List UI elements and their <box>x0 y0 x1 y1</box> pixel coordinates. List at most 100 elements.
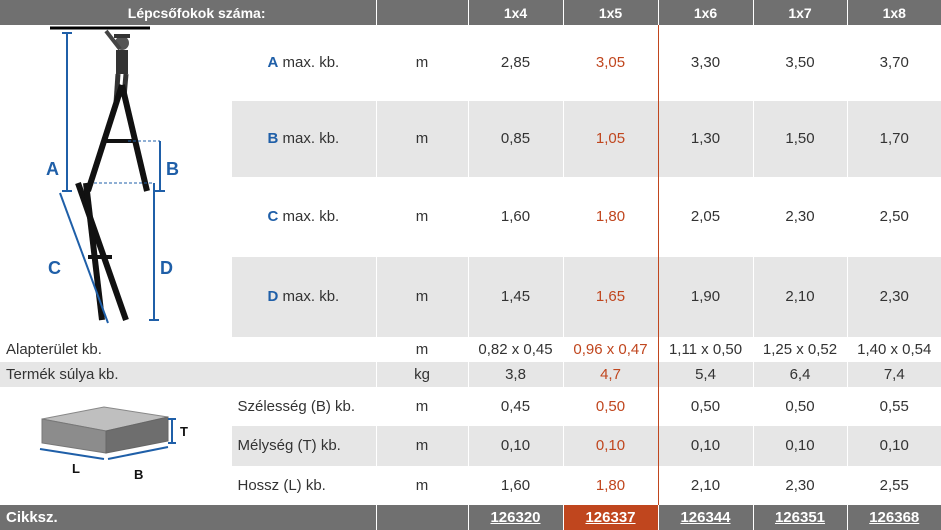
unit-cell: m <box>376 465 469 505</box>
value-cell: 4,7 <box>562 362 659 387</box>
table-row: B max. kb. m 0,85 1,05 1,30 1,50 1,70 <box>0 100 941 177</box>
value-cell: 2,30 <box>753 176 848 257</box>
header-row: Lépcsőfokok száma: 1x4 1x5 1x6 1x7 1x8 <box>0 0 941 25</box>
unit-cell: m <box>376 426 469 466</box>
value-cell: 6,4 <box>753 362 848 387</box>
header-col: 1x4 <box>468 0 564 25</box>
footer-row: Cikksz. 126320 126337 126344 126351 1263… <box>0 505 941 530</box>
unit-cell: kg <box>376 362 469 387</box>
value-cell: 1,60 <box>468 465 564 505</box>
article-link[interactable]: 126337 <box>563 505 659 530</box>
row-label-c: C max. kb. <box>231 176 377 257</box>
value-cell: 1,50 <box>753 100 848 177</box>
header-col: 1x5 <box>563 0 659 25</box>
value-cell: 2,30 <box>847 256 941 337</box>
weight-label: Termék súlya kb. <box>0 362 377 387</box>
unit-cell: m <box>376 100 469 177</box>
table-row: Termék súlya kb. kg 3,8 4,7 5,4 6,4 7,4 <box>0 362 941 387</box>
value-cell: 0,45 <box>468 387 564 427</box>
table-row: A B C D A max. kb. m 2,85 <box>0 25 941 337</box>
row-label-a: A max. kb. <box>231 25 377 101</box>
value-cell: 1,80 <box>562 465 659 505</box>
dim-b2-label: B <box>134 467 143 482</box>
article-number-label: Cikksz. <box>0 505 377 530</box>
value-cell: 0,50 <box>562 387 659 427</box>
header-title: Lépcsőfokok száma: <box>0 0 377 25</box>
value-cell: 1,45 <box>468 256 564 337</box>
value-cell: 0,10 <box>847 426 941 466</box>
value-cell: 2,50 <box>847 176 941 257</box>
dim-d-label: D <box>160 258 173 278</box>
value-cell: 3,70 <box>847 25 941 101</box>
value-cell: 2,55 <box>847 465 941 505</box>
value-cell: 0,50 <box>753 387 848 427</box>
value-cell: 3,8 <box>468 362 564 387</box>
value-cell: 2,85 <box>468 25 564 101</box>
value-cell: 1,80 <box>562 176 659 257</box>
table-row: Hossz (L) kb. m 1,60 1,80 2,10 2,30 2,55 <box>0 465 941 505</box>
article-link[interactable]: 126320 <box>468 505 564 530</box>
dim-l-label: L <box>72 461 80 476</box>
dim-a-label: A <box>46 159 59 179</box>
header-col: 1x6 <box>658 0 754 25</box>
package-width-label: Szélesség (B) kb. <box>231 387 377 427</box>
dim-t-label: T <box>180 424 188 439</box>
table-row: D max. kb. m 1,45 1,65 1,90 2,10 2,30 <box>0 256 941 337</box>
header-col: 1x7 <box>753 0 848 25</box>
footprint-label: Alapterület kb. <box>0 337 377 362</box>
value-cell: 2,05 <box>658 176 754 257</box>
unit-cell: m <box>376 25 469 101</box>
value-cell: 0,10 <box>658 426 754 466</box>
value-cell: 0,50 <box>658 387 754 427</box>
footer-unit-cell <box>376 505 469 530</box>
value-cell: 3,30 <box>658 25 754 101</box>
value-cell: 1,25 x 0,52 <box>753 337 848 362</box>
package-illustration: T L B <box>39 406 188 482</box>
value-cell: 0,10 <box>753 426 848 466</box>
ladder-illustration: A B C D <box>46 26 179 324</box>
value-cell: 0,82 x 0,45 <box>468 337 564 362</box>
value-cell: 0,85 <box>468 100 564 177</box>
value-cell: 2,10 <box>753 256 848 337</box>
article-link[interactable]: 126351 <box>753 505 848 530</box>
unit-cell: m <box>376 256 469 337</box>
ladder-diagram: A B C D <box>0 25 232 337</box>
value-cell: 5,4 <box>658 362 754 387</box>
table-row: T L B Szélesség (B) kb. m 0,45 0,50 0,50… <box>0 387 941 505</box>
value-cell: 2,30 <box>753 465 848 505</box>
value-cell: 0,55 <box>847 387 941 427</box>
value-cell: 1,05 <box>562 100 659 177</box>
value-cell: 1,30 <box>658 100 754 177</box>
header-col: 1x8 <box>847 0 941 25</box>
table-row: Mélység (T) kb. m 0,10 0,10 0,10 0,10 0,… <box>0 426 941 466</box>
unit-cell: m <box>376 176 469 257</box>
value-cell: 1,70 <box>847 100 941 177</box>
table-row: C max. kb. m 1,60 1,80 2,05 2,30 2,50 <box>0 176 941 257</box>
value-cell: 0,96 x 0,47 <box>562 337 659 362</box>
value-cell: 1,11 x 0,50 <box>658 337 754 362</box>
value-cell: 7,4 <box>847 362 941 387</box>
value-cell: 3,50 <box>753 25 848 101</box>
row-label-b: B max. kb. <box>231 100 377 177</box>
value-cell: 0,10 <box>562 426 659 466</box>
header-unit-cell <box>376 0 469 25</box>
value-cell: 1,60 <box>468 176 564 257</box>
value-cell: 1,65 <box>562 256 659 337</box>
value-cell: 0,10 <box>468 426 564 466</box>
value-cell: 2,10 <box>658 465 754 505</box>
package-diagram: T L B <box>0 387 232 505</box>
row-label-d: D max. kb. <box>231 256 377 337</box>
unit-cell: m <box>376 337 469 362</box>
article-link[interactable]: 126368 <box>847 505 941 530</box>
table-row: Alapterület kb. m 0,82 x 0,45 0,96 x 0,4… <box>0 337 941 362</box>
package-depth-label: Mélység (T) kb. <box>231 426 377 466</box>
package-length-label: Hossz (L) kb. <box>231 465 377 505</box>
value-cell: 1,40 x 0,54 <box>847 337 941 362</box>
dim-b-label: B <box>166 159 179 179</box>
unit-cell: m <box>376 387 469 427</box>
value-cell: 3,05 <box>562 25 659 101</box>
article-link[interactable]: 126344 <box>658 505 754 530</box>
value-cell: 1,90 <box>658 256 754 337</box>
dim-c-label: C <box>48 258 61 278</box>
